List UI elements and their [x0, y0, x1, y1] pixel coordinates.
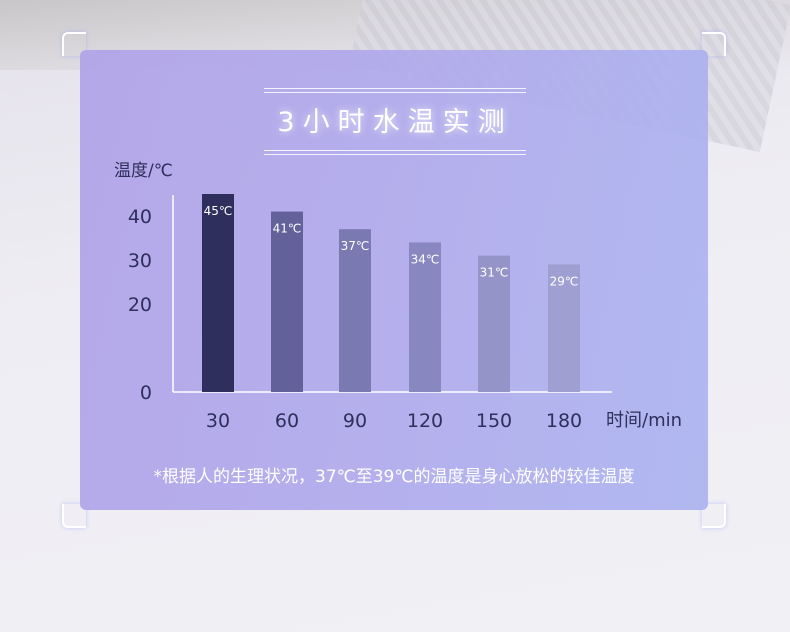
- x-tick-label: 150: [476, 410, 512, 432]
- y-tick-label: 20: [128, 294, 152, 316]
- data-label: 29℃: [550, 274, 579, 288]
- y-tick-label: 0: [140, 382, 152, 404]
- chart-panel: [80, 50, 708, 510]
- data-label: 45℃: [204, 204, 233, 218]
- x-tick-label: 180: [546, 410, 582, 432]
- x-tick-label: 120: [407, 410, 443, 432]
- corner-frame: [62, 32, 726, 528]
- corner-bracket: [62, 32, 86, 56]
- bar: [409, 242, 441, 392]
- data-label: 37℃: [341, 239, 370, 253]
- bar: [339, 229, 371, 392]
- x-tick-label: 30: [206, 410, 230, 432]
- data-label: 31℃: [480, 266, 509, 280]
- bar: [478, 255, 510, 392]
- corner-bracket: [62, 504, 86, 528]
- data-label: 34℃: [411, 252, 440, 266]
- title-decoration-top: [264, 88, 526, 93]
- x-axis-label: 时间/min: [606, 410, 682, 431]
- x-tick-label: 60: [275, 410, 299, 432]
- y-tick-label: 40: [128, 206, 152, 228]
- title-decoration-bottom: [264, 150, 526, 155]
- chart-title: 3小时水温实测: [277, 107, 513, 138]
- bar: [548, 264, 580, 392]
- x-tick-label: 90: [343, 410, 367, 432]
- corner-bracket: [702, 32, 726, 56]
- footnote: *根据人的生理状况，37℃至39℃的温度是身心放松的较佳温度: [153, 467, 635, 487]
- corner-bracket: [702, 504, 726, 528]
- bar: [202, 194, 234, 392]
- y-tick-label: 30: [128, 250, 152, 272]
- data-label: 41℃: [273, 222, 302, 236]
- bar: [271, 211, 303, 392]
- y-axis-label: 温度/℃: [114, 161, 173, 181]
